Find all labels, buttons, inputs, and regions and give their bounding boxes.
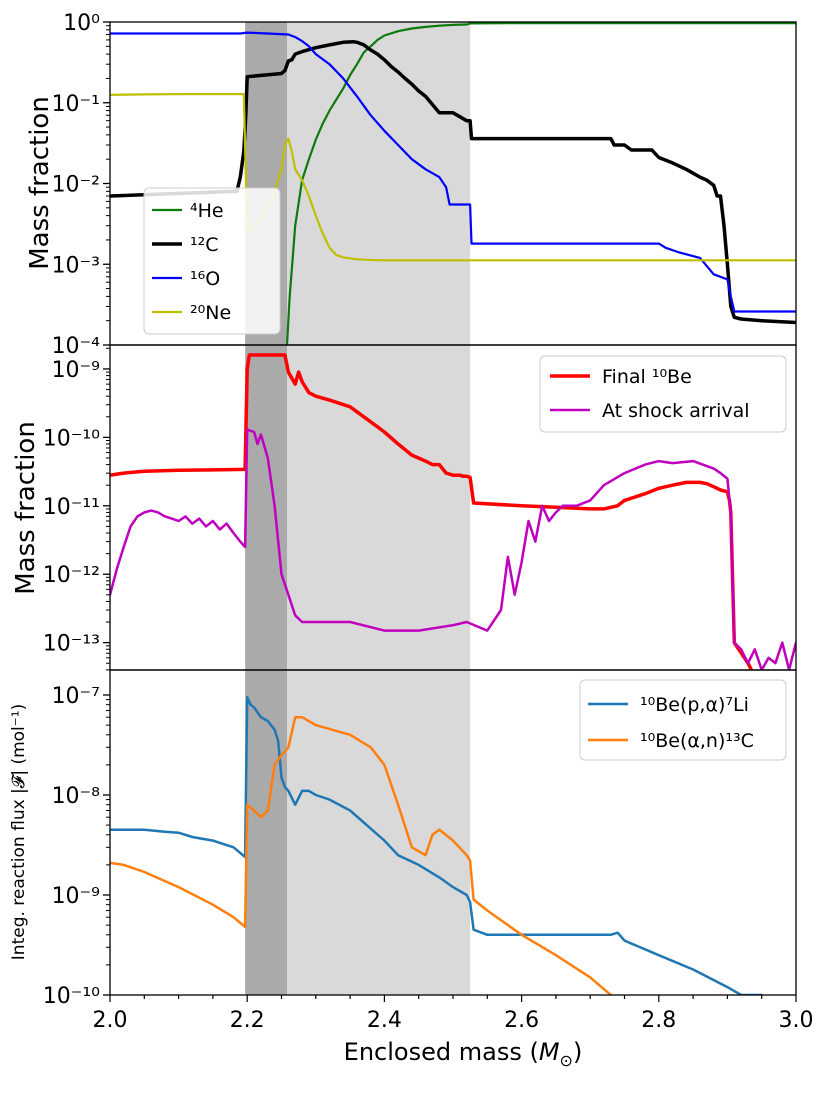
y-tick-label: 10⁻⁷: [52, 684, 100, 709]
y-tick-label: 10⁻¹¹: [43, 495, 100, 520]
shaded-region-1: [245, 22, 287, 995]
legend-shock-arrival: At shock arrival: [602, 400, 750, 422]
x-tick-label: 2.8: [641, 1008, 676, 1033]
y-tick-label: 10⁻¹⁰: [43, 426, 100, 451]
y-tick-label: 10⁻¹⁰: [43, 984, 100, 1009]
legend-be10-alpha-n: ¹⁰Be(α,n)¹³C: [640, 730, 754, 752]
panel-bottom: 10⁻¹⁰ 10⁻⁹ 10⁻⁸ 10⁻⁷ Integ. reaction flux |…: [9, 669, 797, 1009]
panel-bottom-ylabel: Integ. reaction flux |𝓕| (mol⁻¹): [9, 704, 29, 960]
legend-he4: ⁴He: [190, 200, 224, 222]
y-tick-label: 10⁻⁴: [52, 334, 101, 359]
series-top-2: [110, 39, 796, 325]
legend-final-be10: Final ¹⁰Be: [602, 366, 692, 388]
y-tick-label: 10⁻¹²: [43, 563, 100, 588]
panel-middle: 10⁻¹³ 10⁻¹² 10⁻¹¹ 10⁻¹⁰ 10⁻⁹ Mass fraction F…: [11, 344, 797, 671]
shaded-regions: [245, 22, 471, 995]
panel-top: 10⁻⁴ 10⁻³ 10⁻² 10⁻¹ 10⁰ Mass fraction ⁴He ¹²…: [25, 11, 797, 359]
x-tick-label: 2.2: [230, 1008, 265, 1033]
x-tick-label: 2.4: [367, 1008, 402, 1033]
panel-top-legend: ⁴He ¹²C ¹⁶O ²⁰Ne: [143, 187, 281, 335]
x-tick-label: 2.6: [504, 1008, 539, 1033]
x-tick-label: 2.0: [93, 1008, 128, 1033]
y-tick-label: 10⁻²: [52, 173, 100, 198]
y-tick-label: 10⁻⁸: [52, 784, 101, 809]
x-tick-label: 3.0: [779, 1008, 814, 1033]
y-tick-label: 10⁻⁹: [52, 358, 100, 383]
series-middle-1: [110, 353, 754, 670]
legend-o16: ¹⁶O: [190, 268, 220, 290]
series-bottom-1: [110, 695, 763, 995]
y-tick-label: 10⁰: [63, 11, 100, 36]
legend-c12: ¹²C: [190, 234, 219, 256]
panel-middle-ylabel: Mass fraction: [11, 421, 41, 595]
legend-ne20: ²⁰Ne: [190, 302, 231, 324]
x-axis-label: Enclosed mass (M⊙): [344, 1038, 583, 1070]
series-top-1: [285, 22, 796, 345]
series-middle-2: [110, 428, 796, 670]
x-axis: 2.0 2.2 2.4 2.6 2.8 3.0: [93, 995, 814, 1033]
panel-middle-legend: Final ¹⁰Be At shock arrival: [539, 355, 787, 433]
y-tick-label: 10⁻⁹: [52, 884, 100, 909]
series-top-3: [110, 31, 796, 313]
y-tick-label: 10⁻¹: [52, 92, 100, 117]
y-tick-label: 10⁻¹³: [43, 632, 100, 657]
series-bottom-2: [110, 715, 613, 995]
y-tick-label: 10⁻³: [52, 253, 100, 278]
panel-bottom-legend: ¹⁰Be(p,α)⁷Li ¹⁰Be(α,n)¹³C: [579, 679, 787, 761]
panel-top-ylabel: Mass fraction: [25, 96, 55, 270]
legend-be10-p-alpha: ¹⁰Be(p,α)⁷Li: [640, 694, 749, 716]
shaded-region-2: [286, 22, 471, 995]
